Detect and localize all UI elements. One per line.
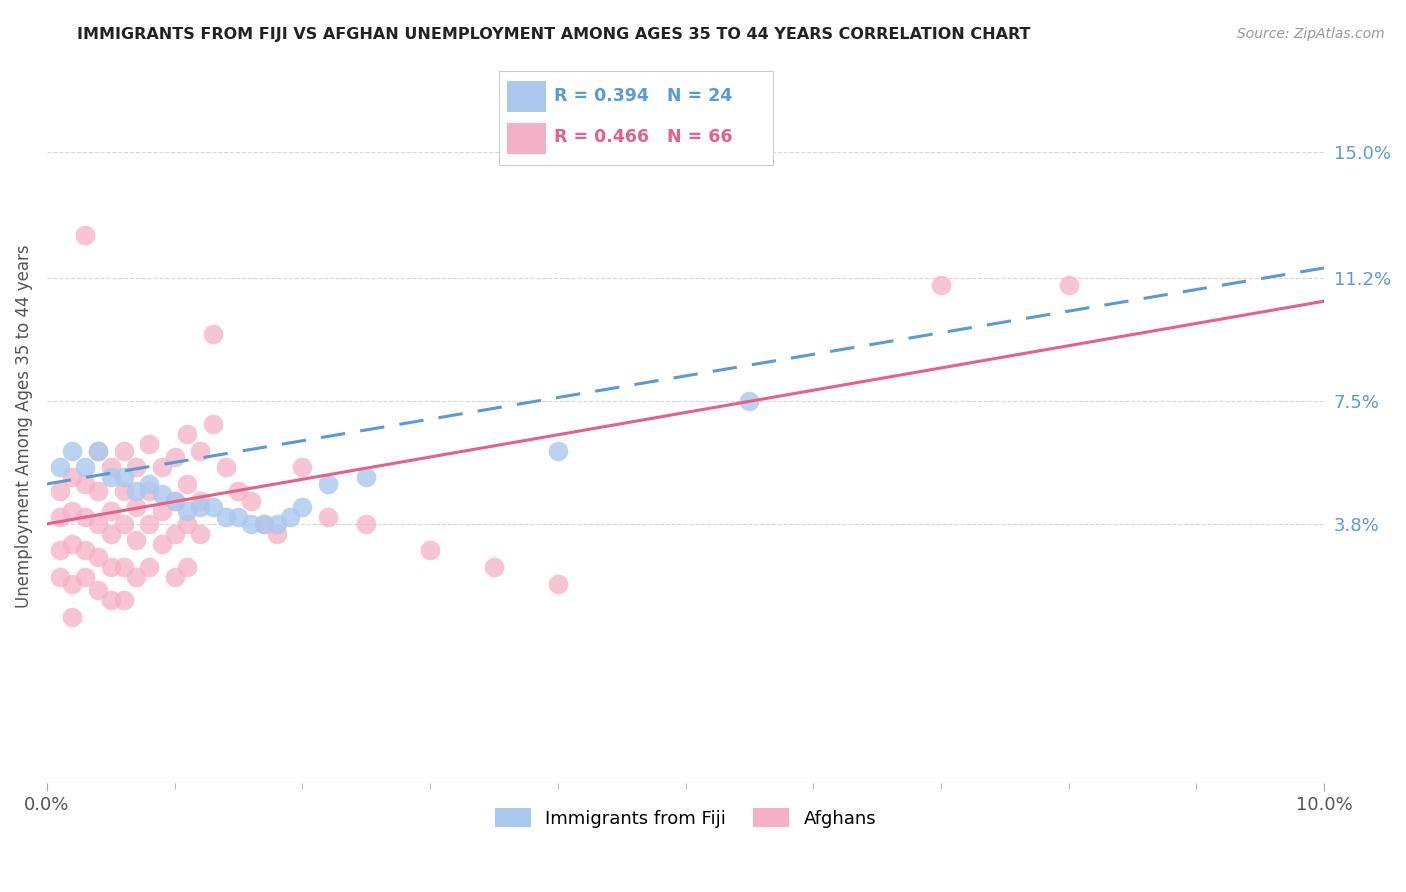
Point <box>188 526 211 541</box>
Point <box>75 543 97 558</box>
Point <box>547 443 569 458</box>
Bar <box>508 81 546 112</box>
Point <box>201 327 224 342</box>
Point <box>87 583 110 598</box>
Point <box>266 526 288 541</box>
Point <box>291 460 314 475</box>
Point <box>176 516 198 531</box>
Point <box>176 427 198 442</box>
Point <box>163 493 186 508</box>
Point <box>176 560 198 574</box>
Point <box>253 516 276 531</box>
Point <box>547 576 569 591</box>
Point <box>87 443 110 458</box>
Point <box>100 460 122 475</box>
Point <box>291 500 314 515</box>
Point <box>87 443 110 458</box>
Point <box>62 443 84 458</box>
Point <box>75 510 97 524</box>
Point <box>176 503 198 517</box>
Point <box>316 510 339 524</box>
Point <box>112 443 135 458</box>
Point <box>138 483 160 498</box>
Point <box>112 516 135 531</box>
Point <box>48 460 70 475</box>
Point <box>163 450 186 465</box>
Point <box>48 543 70 558</box>
Point <box>266 516 288 531</box>
Point <box>100 470 122 484</box>
Point <box>62 470 84 484</box>
Point <box>240 493 263 508</box>
Point <box>354 516 377 531</box>
Legend: Immigrants from Fiji, Afghans: Immigrants from Fiji, Afghans <box>488 801 883 835</box>
Point <box>62 503 84 517</box>
Point <box>125 460 148 475</box>
Point <box>75 477 97 491</box>
Point <box>253 516 276 531</box>
Point <box>482 560 505 574</box>
Point <box>87 550 110 565</box>
Point <box>87 483 110 498</box>
Point <box>188 443 211 458</box>
Point <box>163 570 186 584</box>
Point <box>112 560 135 574</box>
Point <box>215 510 238 524</box>
Text: R = 0.394   N = 24: R = 0.394 N = 24 <box>554 87 733 105</box>
Point <box>138 437 160 451</box>
Point <box>138 477 160 491</box>
Point <box>201 500 224 515</box>
Point <box>48 570 70 584</box>
Bar <box>508 123 546 153</box>
Point <box>100 560 122 574</box>
Point <box>228 483 250 498</box>
Point <box>138 560 160 574</box>
Point <box>929 277 952 292</box>
Point <box>125 570 148 584</box>
Point <box>150 487 173 501</box>
Point <box>125 500 148 515</box>
Point <box>150 460 173 475</box>
Point <box>100 526 122 541</box>
Point <box>48 510 70 524</box>
Point <box>87 516 110 531</box>
Point <box>188 500 211 515</box>
Point <box>228 510 250 524</box>
Point <box>62 610 84 624</box>
Text: Source: ZipAtlas.com: Source: ZipAtlas.com <box>1237 27 1385 41</box>
Text: R = 0.466   N = 66: R = 0.466 N = 66 <box>554 128 733 146</box>
Point <box>62 576 84 591</box>
Point <box>75 570 97 584</box>
Point <box>316 477 339 491</box>
Point <box>112 483 135 498</box>
Point <box>176 477 198 491</box>
Point <box>100 593 122 607</box>
Point <box>163 493 186 508</box>
Point <box>354 470 377 484</box>
Point <box>215 460 238 475</box>
Point <box>150 537 173 551</box>
Point <box>100 503 122 517</box>
Point <box>112 470 135 484</box>
Point <box>278 510 301 524</box>
Text: IMMIGRANTS FROM FIJI VS AFGHAN UNEMPLOYMENT AMONG AGES 35 TO 44 YEARS CORRELATIO: IMMIGRANTS FROM FIJI VS AFGHAN UNEMPLOYM… <box>77 27 1031 42</box>
Point <box>738 393 761 408</box>
Point <box>201 417 224 431</box>
Point <box>125 533 148 548</box>
Point <box>188 493 211 508</box>
Y-axis label: Unemployment Among Ages 35 to 44 years: Unemployment Among Ages 35 to 44 years <box>15 244 32 607</box>
Point <box>125 483 148 498</box>
Point <box>75 460 97 475</box>
Point <box>112 593 135 607</box>
Point <box>1057 277 1080 292</box>
Point <box>48 483 70 498</box>
Point <box>419 543 441 558</box>
Point <box>62 537 84 551</box>
Point <box>75 227 97 242</box>
Point <box>150 503 173 517</box>
Point <box>240 516 263 531</box>
Point <box>163 526 186 541</box>
Point <box>138 516 160 531</box>
